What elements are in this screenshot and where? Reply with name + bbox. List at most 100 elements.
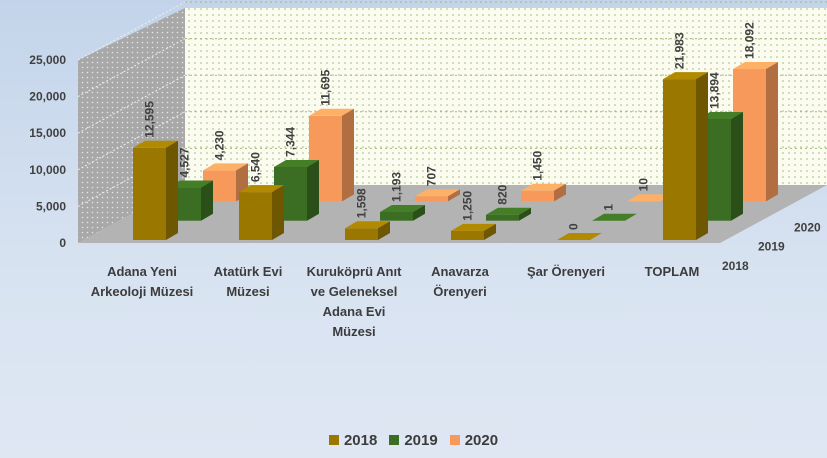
bar-side (272, 185, 284, 240)
value-label: 4,230 (213, 130, 227, 160)
bar (592, 213, 637, 221)
bar-top (592, 213, 637, 221)
bar (663, 72, 708, 240)
bar-side (201, 180, 213, 221)
bar-side (519, 207, 531, 221)
bar (486, 207, 531, 221)
grid-line (77, 111, 186, 171)
bar-top (239, 185, 284, 193)
value-label: 1 (602, 204, 616, 211)
bar-side (696, 72, 708, 240)
x-tick-label: Anavarza Örenyeri (431, 264, 489, 299)
y-tick-label: 0 (59, 236, 66, 250)
value-label: 0 (567, 223, 581, 230)
bar (415, 189, 460, 202)
y-tick-label: 10,000 (29, 163, 66, 177)
bar-side (625, 213, 637, 221)
grid-line (77, 74, 186, 134)
bar-side (448, 189, 460, 202)
legend-swatch (328, 435, 339, 445)
value-label: 1,250 (461, 190, 475, 220)
bar-top (274, 159, 319, 167)
legend-item: 2018 (328, 432, 378, 449)
x-tick-label: Kuruköprü Anıt ve Geleneksel Adana Evi M… (306, 264, 402, 339)
grid-line (77, 38, 186, 98)
bar (557, 233, 602, 240)
value-label: 21,983 (673, 32, 687, 69)
value-label: 10 (637, 178, 651, 192)
bar-side (484, 223, 496, 240)
grid-line (77, 1, 186, 61)
value-label: 18,092 (743, 22, 757, 59)
value-label: 13,894 (708, 72, 722, 109)
bar-front (415, 196, 448, 202)
x-tick-label: Şar Örenyeri (526, 264, 606, 279)
value-label: 7,344 (284, 127, 298, 157)
bar-side (378, 221, 390, 240)
bar-top (133, 140, 178, 148)
bar-top (486, 207, 531, 215)
y-tick-label: 5,000 (36, 199, 66, 213)
value-label: 1,598 (355, 188, 369, 218)
bar-top (168, 180, 213, 188)
bar-front (380, 211, 413, 221)
legend-swatch (449, 435, 460, 445)
value-label: 12,595 (143, 101, 157, 138)
depth-label: 2019 (758, 240, 785, 254)
bar-front (486, 214, 519, 221)
bar-side (342, 108, 354, 202)
bar-front (345, 228, 378, 240)
bar-side (731, 111, 743, 221)
bar-side (554, 183, 566, 202)
legend-label: 2018 (343, 432, 378, 449)
depth-label: 2018 (722, 259, 749, 273)
bar-top (203, 163, 248, 171)
x-tick-label: TOPLAM (644, 264, 700, 279)
bar-front (521, 190, 554, 202)
x-tick-label: Atatürk Evi Müzesi (213, 264, 283, 299)
y-tick-label: 15,000 (29, 126, 66, 140)
bar-top (345, 221, 390, 229)
bar-top (309, 108, 354, 116)
bar-front (239, 192, 272, 240)
bar (380, 204, 425, 221)
bar (133, 140, 178, 240)
bar (239, 185, 284, 240)
legend-item: 2019 (389, 432, 438, 449)
bar-top (698, 111, 743, 119)
bar (345, 221, 390, 240)
depth-label: 2020 (794, 220, 821, 234)
value-label: 6,540 (249, 152, 263, 182)
x-tick-label: Adana Yeni Arkeoloji Müzesi (90, 264, 194, 299)
bar (451, 223, 496, 240)
value-label: 11,695 (319, 69, 333, 105)
bar (521, 183, 566, 202)
bar-top (415, 189, 460, 197)
bar-top (380, 204, 425, 212)
legend: 2018 2019 2020 (0, 432, 827, 449)
value-label: 1,193 (390, 172, 404, 202)
bar-side (413, 204, 425, 221)
legend-label: 2019 (404, 432, 438, 449)
bar-front (451, 230, 484, 240)
bar-top (557, 233, 602, 240)
bar-top (451, 223, 496, 231)
value-label: 707 (425, 166, 439, 186)
value-label: 1,450 (531, 150, 545, 180)
bar-top (663, 72, 708, 80)
bar-front (133, 147, 166, 240)
bar-front (663, 79, 696, 240)
bar-top (627, 194, 672, 202)
legend-swatch (389, 435, 400, 445)
bar-top (521, 183, 566, 191)
legend-item: 2020 (449, 432, 499, 449)
bar-side (766, 61, 778, 202)
bar-top (733, 61, 778, 69)
legend-label: 2020 (464, 432, 499, 449)
bar-side (307, 159, 319, 221)
y-tick-label: 25,000 (29, 53, 66, 67)
bar-side (166, 140, 178, 240)
value-label: 820 (496, 184, 510, 204)
